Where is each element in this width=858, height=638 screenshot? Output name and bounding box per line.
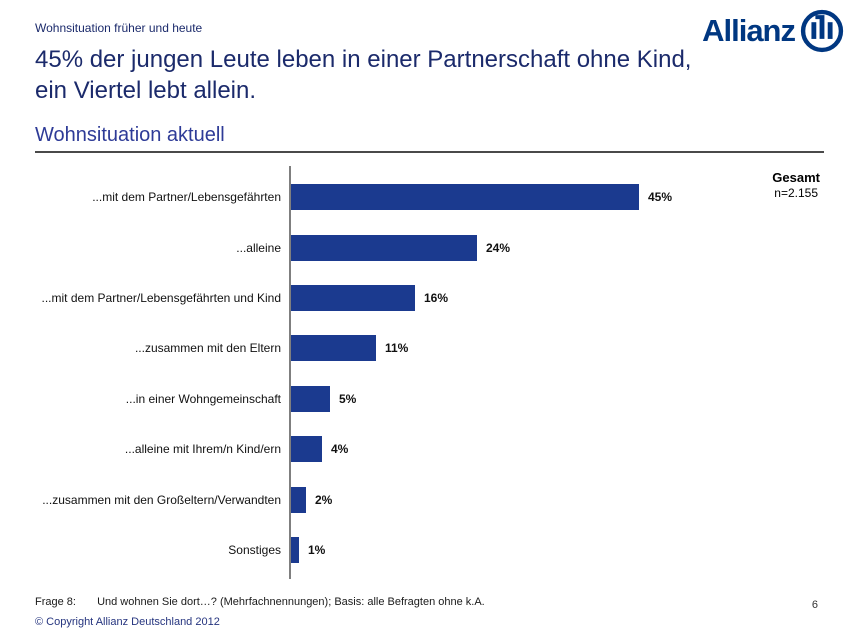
page-number: 6 [811, 599, 818, 611]
bar [291, 335, 376, 362]
bar-track: 1% [289, 536, 735, 563]
category-label: ...zusammen mit den Eltern [134, 341, 281, 356]
category-label: ...mit dem Partner/Lebensgefährten und K… [41, 290, 281, 305]
category-label: ...zusammen mit den Großeltern/Verwandte… [42, 492, 281, 507]
bar [291, 536, 299, 563]
bar-track: 4% [289, 436, 735, 463]
bar-track: 2% [289, 486, 735, 513]
sample-size: n=2.155 [774, 186, 818, 200]
chart-row: ...alleine mit Ihrem/n Kind/ern 4% [35, 424, 735, 474]
allianz-logo: Allianz [702, 9, 844, 53]
sample-label: Gesamt [772, 170, 820, 185]
value-label: 1% [308, 542, 326, 557]
slide-title-line2: ein Viertel lebt allein. [35, 77, 257, 104]
allianz-logo-text: Allianz [702, 13, 796, 48]
allianz-eagle-icon [800, 9, 844, 53]
chart-rows: ...mit dem Partner/Lebensgefährten 45%...… [35, 172, 735, 575]
value-label: 16% [424, 290, 449, 305]
section-heading: Wohnsituation aktuell [35, 124, 225, 146]
slide-title: 45% der jungen Leute leben in einer Part… [35, 44, 691, 106]
chart-row: ...mit dem Partner/Lebensgefährten 45% [35, 172, 735, 222]
bar-track: 16% [289, 284, 735, 311]
chart-row: ...zusammen mit den Eltern 11% [35, 323, 735, 373]
bar-track: 45% [289, 184, 735, 211]
chart-axis [289, 166, 291, 579]
sample-info: Gesamt n=2.155 [772, 170, 820, 200]
slide-title-line1: 45% der jungen Leute leben in einer Part… [35, 46, 692, 73]
category-label: ...mit dem Partner/Lebensgefährten [92, 190, 281, 205]
bar-track: 5% [289, 385, 735, 412]
value-label: 45% [648, 190, 673, 205]
chart-row: Sonstiges 1% [35, 525, 735, 575]
copyright: © Copyright Allianz Deutschland 2012 [35, 616, 220, 628]
bar [291, 234, 477, 261]
category-label: Sonstiges [228, 542, 281, 557]
section-divider [35, 151, 824, 153]
category-label: ...alleine mit Ihrem/n Kind/ern [124, 442, 281, 457]
slide-topic: Wohnsituation früher und heute [35, 21, 203, 35]
value-label: 4% [331, 442, 349, 457]
bar [291, 436, 322, 463]
chart-row: ...in einer Wohngemeinschaft 5% [35, 374, 735, 424]
bar-track: 24% [289, 234, 735, 261]
value-label: 24% [486, 240, 511, 255]
value-label: 5% [339, 391, 357, 406]
chart-row: ...alleine 24% [35, 222, 735, 272]
bar [291, 486, 306, 513]
bar [291, 284, 415, 311]
question-text: Und wohnen Sie dort…? (Mehrfachnennungen… [97, 596, 485, 608]
bar-chart: ...mit dem Partner/Lebensgefährten 45%...… [35, 166, 735, 579]
chart-row: ...mit dem Partner/Lebensgefährten und K… [35, 273, 735, 323]
bar-track: 11% [289, 335, 735, 362]
value-label: 2% [315, 492, 333, 507]
bar [291, 385, 330, 412]
chart-row: ...zusammen mit den Großeltern/Verwandte… [35, 474, 735, 524]
footnote: Frage 8: Und wohnen Sie dort…? (Mehrfach… [35, 596, 485, 608]
value-label: 11% [385, 341, 409, 356]
category-label: ...alleine [236, 240, 281, 255]
question-label: Frage 8: [35, 596, 76, 608]
bar [291, 184, 639, 211]
category-label: ...in einer Wohngemeinschaft [125, 391, 281, 406]
